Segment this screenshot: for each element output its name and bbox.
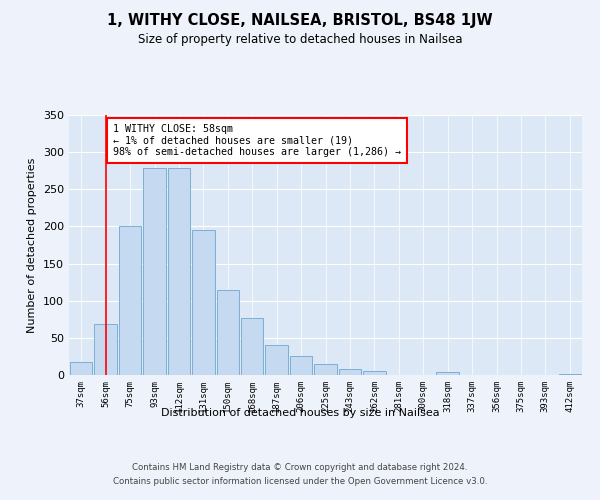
- Bar: [94, 324, 117, 375]
- Bar: [363, 370, 386, 375]
- Bar: [290, 356, 313, 375]
- Text: 1, WITHY CLOSE, NAILSEA, BRISTOL, BS48 1JW: 1, WITHY CLOSE, NAILSEA, BRISTOL, BS48 1…: [107, 12, 493, 28]
- Text: Distribution of detached houses by size in Nailsea: Distribution of detached houses by size …: [161, 408, 439, 418]
- Bar: [143, 168, 166, 375]
- Bar: [314, 364, 337, 375]
- Bar: [119, 226, 142, 375]
- Text: Contains public sector information licensed under the Open Government Licence v3: Contains public sector information licen…: [113, 478, 487, 486]
- Bar: [241, 318, 263, 375]
- Bar: [192, 230, 215, 375]
- Bar: [70, 362, 92, 375]
- Bar: [217, 290, 239, 375]
- Y-axis label: Number of detached properties: Number of detached properties: [28, 158, 37, 332]
- Text: Size of property relative to detached houses in Nailsea: Size of property relative to detached ho…: [138, 32, 462, 46]
- Text: Contains HM Land Registry data © Crown copyright and database right 2024.: Contains HM Land Registry data © Crown c…: [132, 462, 468, 471]
- Bar: [338, 369, 361, 375]
- Bar: [436, 372, 459, 375]
- Bar: [167, 168, 190, 375]
- Bar: [559, 374, 581, 375]
- Text: 1 WITHY CLOSE: 58sqm
← 1% of detached houses are smaller (19)
98% of semi-detach: 1 WITHY CLOSE: 58sqm ← 1% of detached ho…: [113, 124, 401, 157]
- Bar: [265, 346, 288, 375]
